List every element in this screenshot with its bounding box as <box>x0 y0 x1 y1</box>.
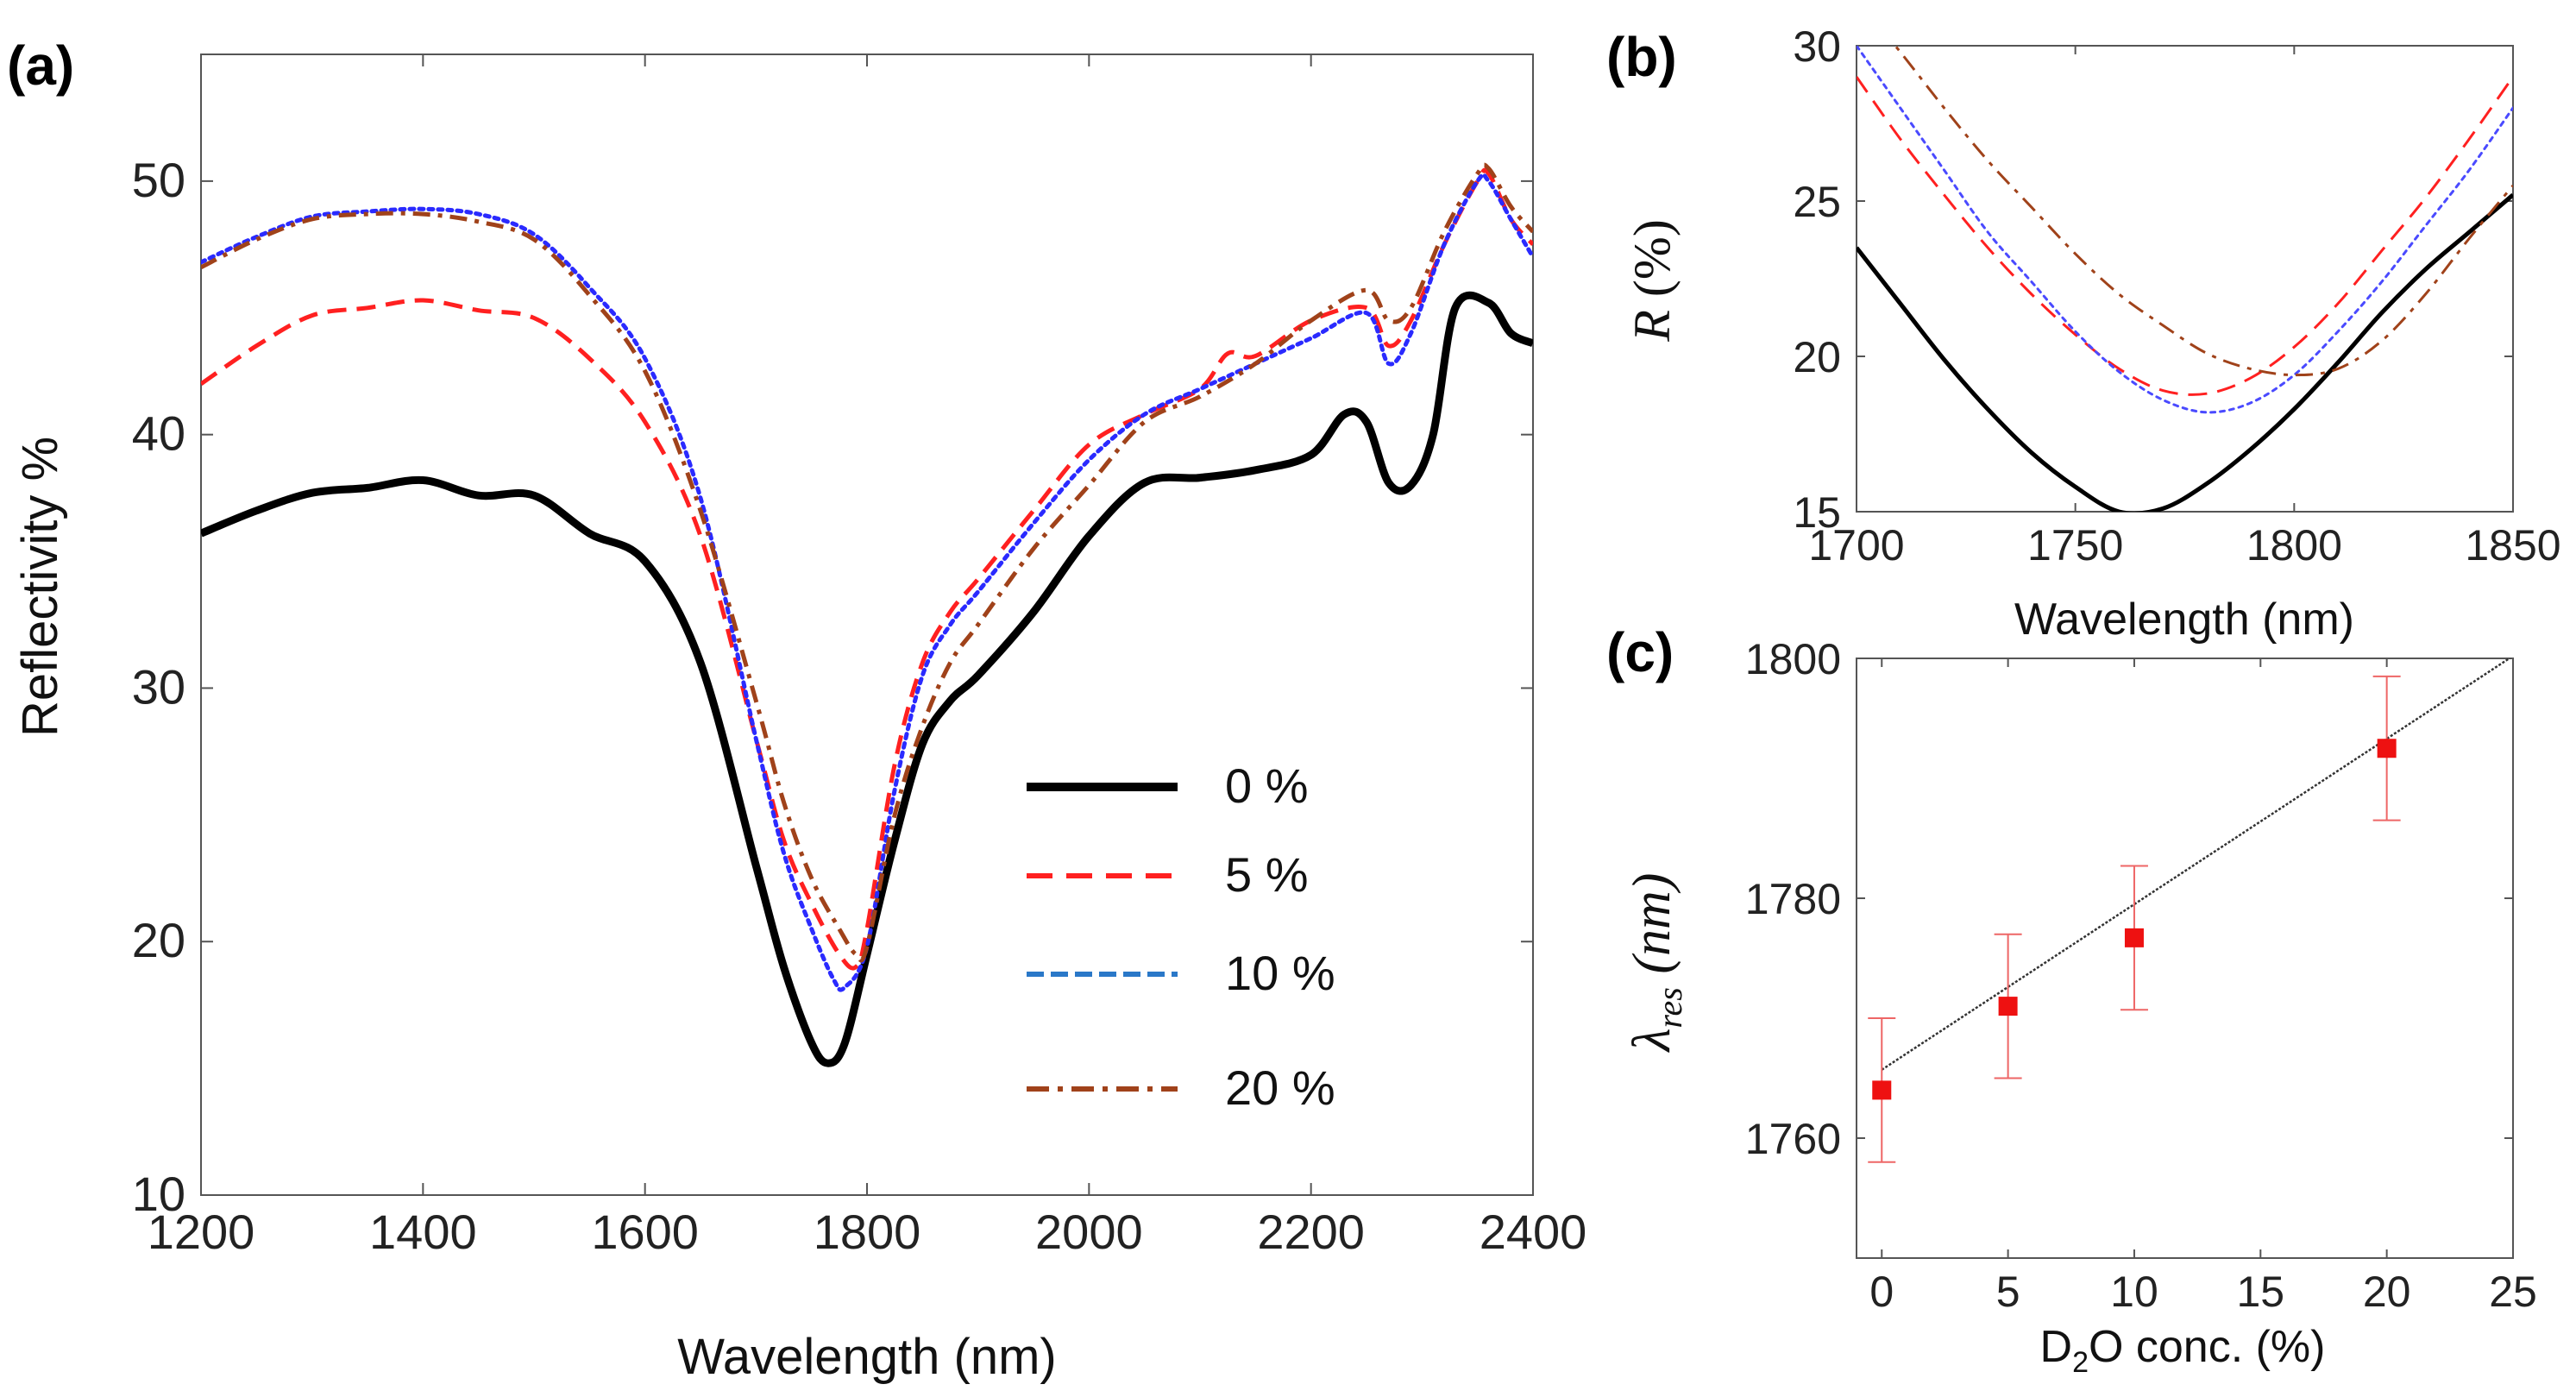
panel-c-fit-line <box>1881 658 2512 1071</box>
panel-b-series <box>1857 46 2513 512</box>
panel-a-legend: 0 % 5 % 10 % 20 % <box>1027 758 1335 1115</box>
panel-c-y-tick-label: 1760 <box>1745 1115 1841 1163</box>
panel-c-ticks: 0 5 10 15 20 25 1760 1780 1800 <box>1745 635 2537 1316</box>
panel-c-y-axis-title-rest: (nm) <box>1623 873 1681 988</box>
panel-c-data-point <box>1872 1080 1892 1100</box>
panel-c-x-axis-title-sub: 2 <box>2072 1346 2089 1379</box>
legend-label-5pct: 5 % <box>1225 847 1309 902</box>
panel-b-plot-frame <box>1856 45 2514 513</box>
panel-c-x-tick-label: 10 <box>2110 1268 2158 1316</box>
panel-a-x-tick-label: 1200 <box>148 1205 255 1259</box>
panel-c-x-axis-title-pre: D <box>2040 1322 2073 1372</box>
panel-b-y-axis-symbol: R <box>1624 310 1681 343</box>
panel-a-series-line-0pct <box>201 291 1533 1067</box>
panel-a-x-tick-label: 2400 <box>1480 1205 1587 1259</box>
panel-c-resonance-chart: (c) 0 5 10 15 20 25 1760 1780 1800 D2O conc. (%)… <box>1606 621 2537 1379</box>
panel-a-x-tick-label: 1600 <box>591 1205 699 1259</box>
panel-b-ticks: 1700 1750 1800 1850 15 20 25 30 <box>1793 22 2560 569</box>
panel-b-x-axis-title: Wavelength (nm) <box>2014 595 2354 645</box>
panel-a-ticks: 1200 1400 1600 1800 2000 2200 2400 10 20 30 40 50 <box>132 54 1587 1259</box>
panel-b-y-tick-label: 25 <box>1793 178 1841 226</box>
panel-c-plot-frame <box>1856 658 2514 1259</box>
panel-c-y-tick-label: 1780 <box>1745 875 1841 923</box>
panel-c-data-point <box>2377 739 2397 758</box>
panel-c-data-point <box>2124 928 2144 947</box>
legend-label-0pct: 0 % <box>1225 758 1309 813</box>
panel-a-series-line-10pct <box>201 173 1533 992</box>
panel-c-y-axis-title-main: λ <box>1623 1029 1681 1054</box>
panel-c-x-tick-label: 5 <box>1996 1268 2020 1316</box>
panel-b-series-line-0pct <box>1857 192 2513 512</box>
panel-b-x-tick-label: 1750 <box>2027 521 2123 569</box>
panel-b-series-line-10pct <box>1857 46 2513 414</box>
legend-label-20pct: 20 % <box>1225 1060 1335 1115</box>
panel-a-series <box>201 162 1533 1067</box>
panel-a-y-tick-label: 10 <box>132 1167 185 1221</box>
panel-b-y-axis-unit: (%) <box>1624 219 1681 310</box>
panel-a-label: (a) <box>7 35 74 97</box>
panel-a-y-axis-title: Reflectivity % <box>12 437 68 737</box>
panel-c-x-tick-label: 0 <box>1869 1268 1894 1316</box>
panel-b-x-tick-label: 1850 <box>2465 521 2560 569</box>
panel-c-series <box>1868 658 2512 1163</box>
panel-a-x-tick-label: 2000 <box>1035 1205 1143 1259</box>
legend-label-10pct: 10 % <box>1225 946 1335 1000</box>
panel-c-x-tick-label: 20 <box>2363 1268 2411 1316</box>
panel-b-y-axis-title: R (%) <box>1624 219 1681 343</box>
panel-a-x-tick-label: 1400 <box>369 1205 477 1259</box>
panel-a-x-tick-label: 1800 <box>814 1205 921 1259</box>
panel-a-x-axis-title: Wavelength (nm) <box>677 1329 1056 1385</box>
panel-a-y-tick-label: 40 <box>132 406 185 461</box>
panel-a-series-line-5pct <box>201 167 1533 971</box>
panel-c-label: (c) <box>1606 621 1674 683</box>
panel-c-x-axis-title-post: O conc. (%) <box>2089 1322 2326 1372</box>
panel-c-x-tick-label: 25 <box>2489 1268 2537 1316</box>
panel-b-y-tick-label: 20 <box>1793 333 1841 381</box>
panel-c-y-axis-title-sub: res <box>1650 987 1689 1028</box>
panel-a-y-tick-label: 30 <box>132 659 185 714</box>
panel-c-y-axis-title: λres (nm) <box>1623 873 1689 1054</box>
panel-c-x-tick-label: 15 <box>2236 1268 2284 1316</box>
panel-b-zoom-chart: (b) 1700 1750 1800 1850 15 20 25 30 Wavelength … <box>1606 22 2561 645</box>
panel-b-label: (b) <box>1606 26 1677 88</box>
panel-c-y-tick-label: 1800 <box>1745 635 1841 683</box>
panel-a-x-tick-label: 2200 <box>1257 1205 1365 1259</box>
panel-c-x-axis-title: D2O conc. (%) <box>2040 1322 2326 1379</box>
panel-a-series-line-20pct <box>201 162 1533 963</box>
panel-b-series-line-5pct <box>1857 76 2513 396</box>
panel-a-y-tick-label: 50 <box>132 153 185 207</box>
panel-c-data-point <box>1998 997 2018 1016</box>
panel-b-y-tick-label: 15 <box>1793 488 1841 537</box>
panel-b-y-tick-label: 30 <box>1793 22 1841 71</box>
panel-a-plot-frame <box>200 53 1534 1196</box>
panel-b-x-tick-label: 1800 <box>2246 521 2342 569</box>
panel-b-series-line-20pct <box>1893 46 2513 377</box>
panel-a-y-tick-label: 20 <box>132 913 185 967</box>
panel-a-reflectivity-chart: (a) 1200 1400 1600 1800 2000 2200 2400 10 20 30 40… <box>7 35 1586 1385</box>
panel-b-x-tick-label: 1700 <box>1808 521 1904 569</box>
